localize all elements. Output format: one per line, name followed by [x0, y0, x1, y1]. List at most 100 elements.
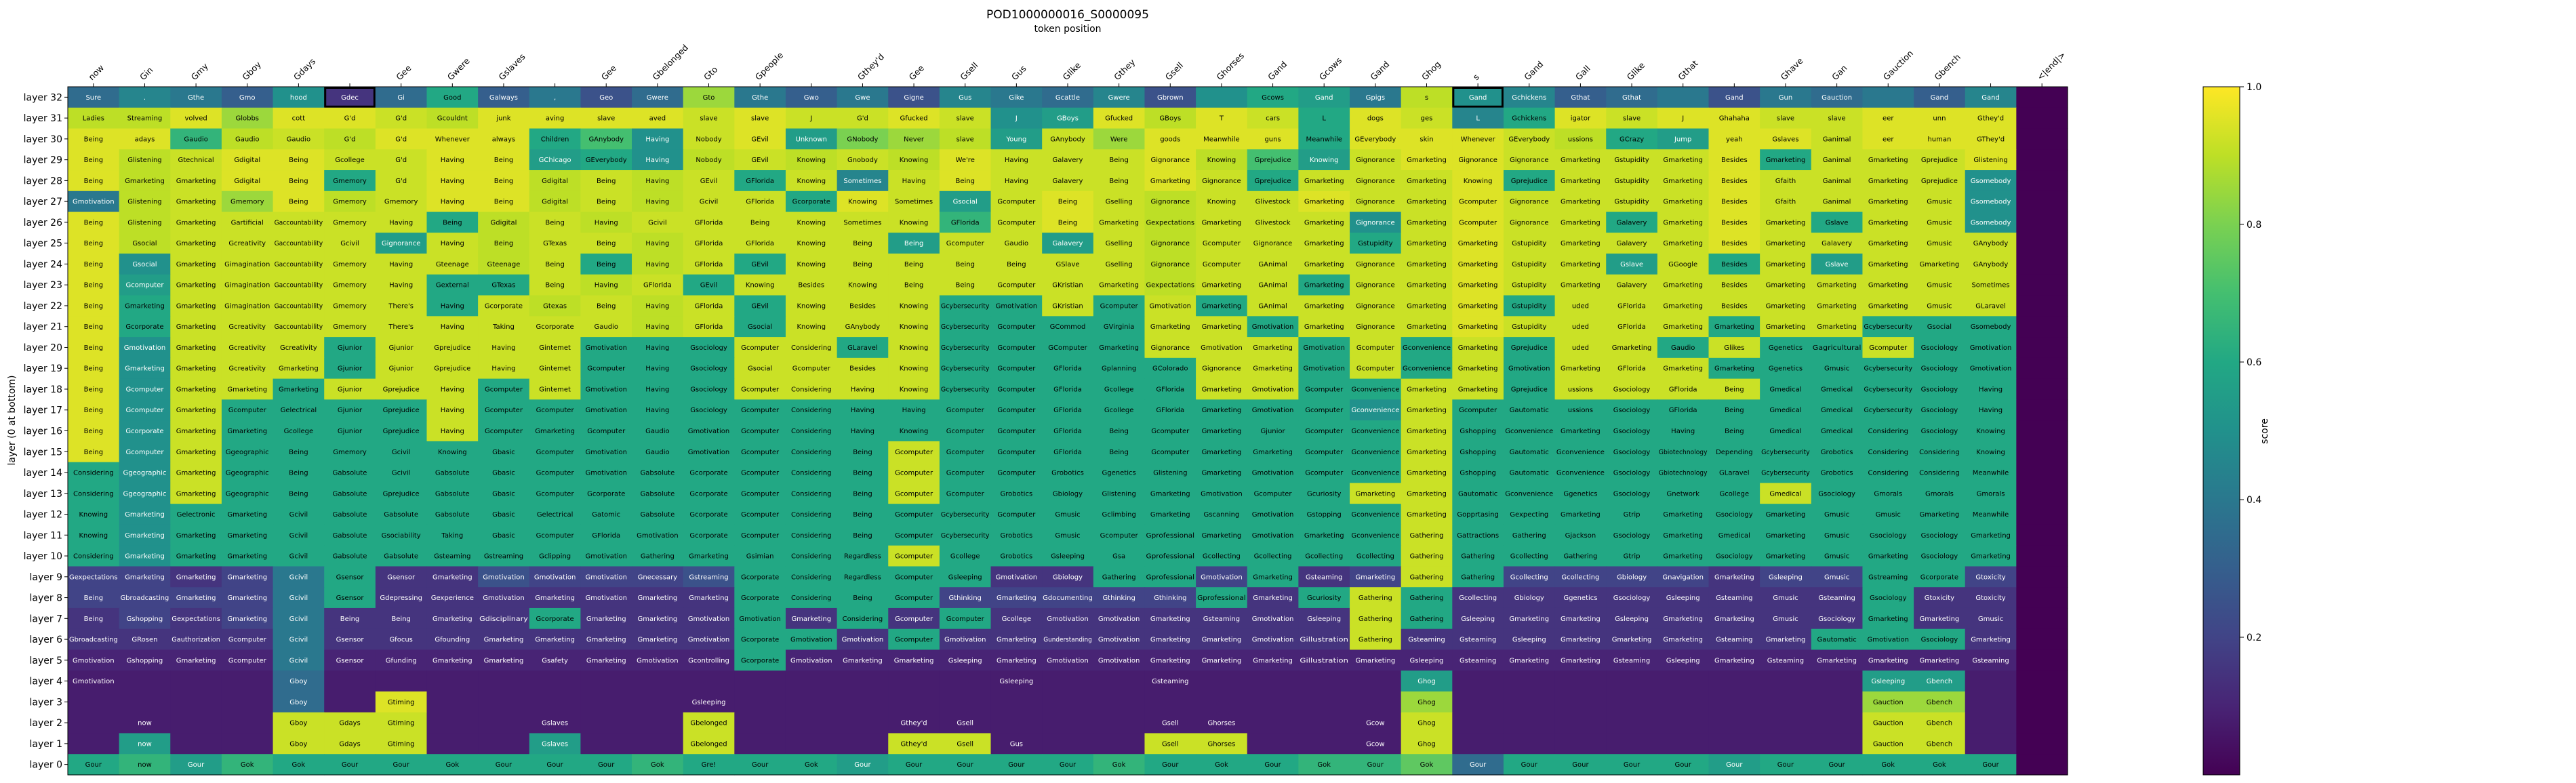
heatmap-cell	[1708, 524, 1760, 546]
cell-label: GEvil	[751, 157, 769, 164]
cell-label: Gmarketing	[1407, 490, 1447, 498]
heatmap-cell	[837, 628, 889, 651]
heatmap-cell	[632, 87, 684, 108]
heatmap-cell	[734, 149, 786, 171]
cell-label: Gsleeping	[1051, 553, 1085, 561]
heatmap-cell	[1554, 712, 1607, 734]
heatmap-cell	[1042, 504, 1094, 525]
heatmap-cell	[1350, 524, 1402, 546]
cell-label: Gmarketing	[227, 553, 267, 561]
cell-label: Gcomputer	[1305, 449, 1344, 456]
heatmap-cell	[1708, 607, 1760, 630]
cell-label: Gmarketing	[1407, 199, 1447, 206]
heatmap-cell	[529, 420, 582, 442]
cell-label: GFlorida	[1156, 407, 1184, 414]
cell-label: Gclimbing	[1102, 511, 1135, 519]
heatmap-cell	[1247, 607, 1299, 630]
cell-label: Gcybersecurity	[1864, 386, 1912, 393]
heatmap-cell	[426, 712, 479, 734]
cell-label: Gfocus	[389, 637, 412, 644]
heatmap-cell	[221, 399, 274, 421]
cell-label: GCrazy	[1619, 136, 1644, 143]
cell-label: Ggeographic	[123, 470, 166, 477]
heatmap-cell	[1452, 628, 1504, 651]
heatmap-cell	[1760, 649, 1812, 671]
heatmap-cell	[1196, 441, 1248, 463]
heatmap-cell	[580, 233, 632, 254]
heatmap-cell	[1862, 691, 1914, 713]
cell-label: Gmedical	[1769, 386, 1801, 393]
cell-label: GAnybody	[845, 323, 881, 331]
cell-label: Gsteaming	[1716, 637, 1752, 644]
cell-label: Gcorporate	[741, 595, 779, 602]
heatmap-cell	[1811, 754, 1864, 776]
heatmap-cell	[580, 357, 632, 380]
cell-label: GComputer	[1048, 344, 1087, 352]
cell-label: Gmedical	[1821, 386, 1853, 393]
cell-label: GTexas	[491, 282, 515, 289]
heatmap-cell	[1914, 357, 1966, 380]
heatmap-cell	[2016, 87, 2068, 108]
heatmap-cell	[990, 607, 1043, 630]
cell-label: Gcomputer	[997, 323, 1036, 331]
cell-label: Ggeographic	[226, 449, 269, 456]
cell-label: Gcattle	[1055, 94, 1080, 102]
heatmap-cell	[324, 190, 376, 213]
cell-label: Gbiology	[1514, 595, 1544, 602]
cell-label: Gmarketing	[176, 449, 216, 456]
cell-label: Gsensor	[336, 574, 365, 581]
cell-label: Gcybersecurity	[1864, 407, 1912, 414]
heatmap-cell	[785, 274, 838, 296]
cell-label: Nobody	[696, 136, 721, 143]
cell-label: Having	[491, 365, 515, 373]
cell-label: Gmarketing	[1868, 657, 1908, 664]
cell-label: Glistening	[1102, 490, 1135, 498]
cell-label: Gignorance	[1356, 261, 1395, 268]
heatmap-cell	[837, 754, 889, 776]
heatmap-cell	[375, 670, 428, 692]
heatmap-cell	[1708, 378, 1760, 400]
heatmap-cell	[1144, 128, 1196, 150]
cell-label: Being	[443, 219, 462, 226]
heatmap-cell	[632, 670, 684, 692]
cell-label: Gmarketing	[894, 657, 934, 664]
heatmap-cell	[273, 87, 325, 108]
heatmap-cell	[1862, 378, 1914, 400]
heatmap-cell	[580, 545, 632, 567]
heatmap-cell	[1196, 87, 1248, 108]
heatmap-cell	[939, 607, 992, 630]
cell-label: Gmarketing	[1714, 657, 1754, 664]
cell-label: now	[138, 740, 152, 748]
cell-label: Gsensor	[336, 657, 365, 664]
heatmap-cell	[68, 316, 120, 338]
heatmap-cell	[683, 170, 735, 192]
heatmap-cell	[1452, 670, 1504, 692]
cell-label: Gcomputer	[587, 428, 626, 435]
cell-label: Gfaith	[1775, 178, 1796, 185]
heatmap-cell	[1350, 670, 1402, 692]
cell-label: Gcybersecurity	[941, 344, 990, 352]
heatmap-cell	[1401, 420, 1453, 442]
heatmap-cell	[1350, 87, 1402, 108]
cell-label: Gmarketing	[1561, 511, 1601, 519]
cell-label: Knowing	[900, 219, 929, 226]
cell-label: Gmarketing	[1663, 532, 1703, 540]
cell-label: Gmarketing	[1663, 323, 1703, 331]
heatmap-cell	[990, 337, 1043, 359]
heatmap-cell	[1298, 441, 1350, 463]
heatmap-cell	[1503, 420, 1556, 442]
heatmap-cell	[1298, 649, 1350, 671]
x-tick-label: Gpeople	[753, 49, 786, 82]
cell-label: Ghog	[1417, 720, 1436, 727]
heatmap-cell	[426, 504, 479, 525]
heatmap-cell	[683, 87, 735, 108]
heatmap-cell	[888, 378, 940, 400]
heatmap-cell	[324, 483, 376, 504]
heatmap-cell	[170, 524, 222, 546]
heatmap-cell	[529, 462, 582, 483]
heatmap-cell	[1914, 462, 1966, 483]
heatmap-cell	[1914, 149, 1966, 171]
cell-label: Gcybersecurity	[1864, 323, 1912, 331]
heatmap-cell	[785, 712, 838, 734]
heatmap-cell	[1554, 378, 1607, 400]
